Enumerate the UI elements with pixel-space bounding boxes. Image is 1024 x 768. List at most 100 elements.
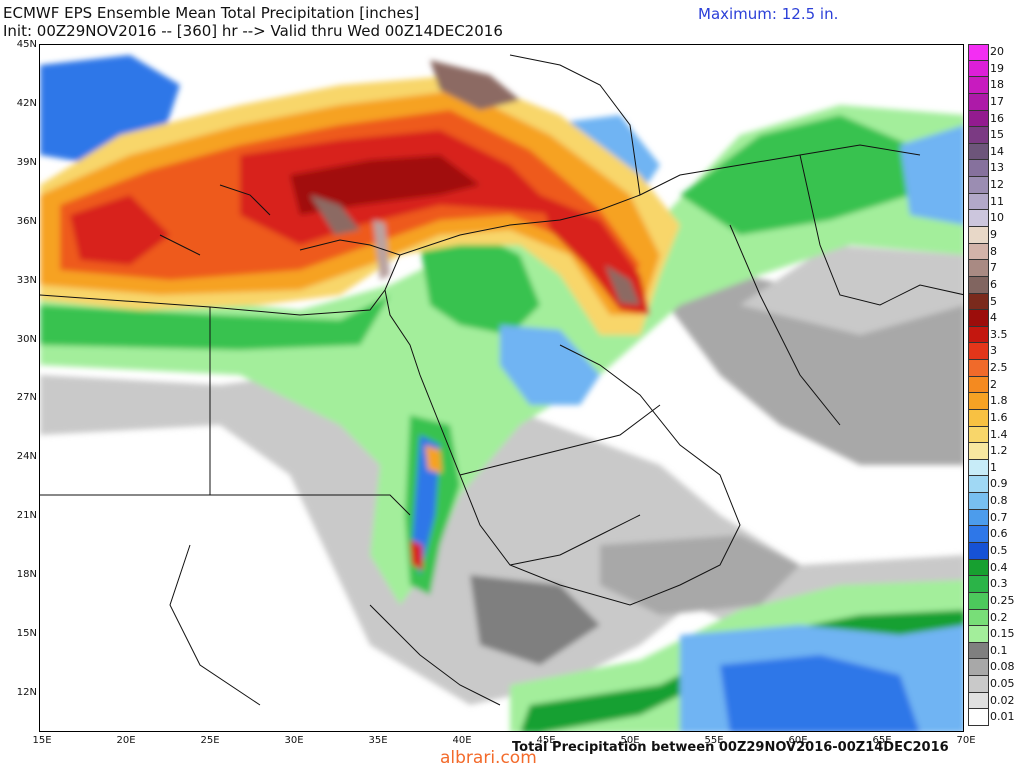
legend-swatch — [968, 93, 988, 111]
lat-label-36n: 36N — [16, 215, 37, 227]
legend-swatch — [968, 692, 988, 710]
legend-swatch — [968, 659, 988, 677]
legend-swatch — [968, 226, 988, 244]
lat-label-42n: 42N — [16, 97, 37, 109]
legend-entry: 0.5 — [968, 543, 1020, 560]
legend-label: 1.2 — [990, 444, 1008, 458]
legend-entry: 12 — [968, 177, 1020, 194]
footer-caption: Total Precipitation between 00Z29NOV2016… — [512, 740, 949, 755]
lat-label-45n: 45N — [16, 39, 37, 50]
lat-label-30n: 30N — [16, 333, 37, 345]
legend-swatch — [968, 177, 988, 194]
legend-swatch — [968, 210, 988, 227]
legend-entry: 15 — [968, 127, 1020, 144]
legend-swatch — [968, 77, 988, 94]
legend-entry: 0.3 — [968, 576, 1020, 593]
lat-label-33n: 33N — [16, 274, 37, 286]
legend-entry: 1.6 — [968, 409, 1020, 427]
legend-swatch — [968, 443, 988, 460]
legend-swatch — [968, 260, 988, 277]
lat-label-39n: 39N — [16, 156, 37, 168]
legend-label: 3.5 — [990, 327, 1008, 341]
legend-label: 2.5 — [990, 361, 1008, 375]
legend-entry: 0.01 — [968, 709, 1020, 726]
legend-swatch — [968, 127, 988, 144]
legend-label: 0.15 — [990, 627, 1015, 641]
lon-label-40e: 40E — [452, 735, 472, 746]
orange-spot-hejaz — [425, 445, 442, 473]
lat-label-18n: 18N — [16, 569, 37, 581]
lon-label-30e: 30E — [284, 735, 304, 746]
lon-label-35e: 35E — [368, 735, 388, 746]
legend-entry: 0.1 — [968, 642, 1020, 660]
grey-zone-asia — [740, 245, 963, 335]
legend-swatch — [968, 343, 988, 361]
legend-entry: 20 — [968, 44, 1020, 61]
legend-swatch — [968, 143, 988, 161]
legend-entry: 0.8 — [968, 493, 1020, 510]
legend-swatch — [968, 276, 988, 294]
brown-peak-south — [310, 195, 360, 235]
legend-label: 0.2 — [990, 610, 1008, 624]
legend-swatch — [968, 293, 988, 311]
legend-label: 2 — [990, 377, 997, 391]
precipitation-map — [39, 44, 964, 732]
legend-label: 0.5 — [990, 544, 1008, 558]
legend-entry: 0.2 — [968, 609, 1020, 627]
legend-swatch — [968, 193, 988, 211]
legend-entry: 1.4 — [968, 426, 1020, 444]
legend-swatch — [968, 376, 988, 394]
maximum-label: Maximum: 12.5 in. — [698, 5, 839, 23]
legend-entry: 7 — [968, 260, 1020, 277]
legend-swatch — [968, 360, 988, 377]
lon-label-65e: 65E — [872, 735, 892, 746]
grey-zone-yemen — [470, 575, 600, 665]
legend-swatch — [968, 243, 988, 261]
legend-label: 0.8 — [990, 494, 1008, 508]
legend-swatch — [968, 509, 988, 527]
legend-swatch — [968, 393, 988, 410]
blue-zone-gulf — [500, 325, 600, 405]
legend-label: 1.4 — [990, 427, 1008, 441]
lat-label-24n: 24N — [16, 451, 37, 463]
legend-label: 0.08 — [990, 660, 1015, 674]
legend-label: 9 — [990, 227, 997, 241]
lon-label-70e: 70E — [956, 735, 976, 746]
lon-label-15e: 15E — [32, 735, 52, 746]
legend-entry: 2 — [968, 376, 1020, 394]
legend-label: 16 — [990, 111, 1004, 125]
legend-label: 1.8 — [990, 394, 1008, 408]
legend-entry: 0.4 — [968, 559, 1020, 577]
lat-label-12n: 12N — [16, 686, 37, 698]
legend-label: 10 — [990, 211, 1004, 225]
lon-label-60e: 60E — [788, 735, 808, 746]
legend-entry: 19 — [968, 60, 1020, 78]
legend-swatch — [968, 676, 988, 693]
legend-entry: 6 — [968, 276, 1020, 294]
legend-swatch — [968, 526, 988, 543]
lon-label-50e: 50E — [620, 735, 640, 746]
legend-swatch — [968, 543, 988, 560]
legend-entry: 5 — [968, 293, 1020, 311]
legend-label: 7 — [990, 261, 997, 275]
legend-entry: 0.7 — [968, 509, 1020, 527]
dark-red-zone — [290, 155, 480, 215]
legend-label: 11 — [990, 194, 1004, 208]
legend-entry: 2.5 — [968, 360, 1020, 377]
legend-label: 6 — [990, 277, 997, 291]
lat-label-27n: 27N — [16, 392, 37, 404]
legend-label: 0.1 — [990, 643, 1008, 657]
legend-swatch — [968, 493, 988, 510]
legend-label: 17 — [990, 94, 1004, 108]
legend-entry: 8 — [968, 243, 1020, 261]
legend-swatch — [968, 426, 988, 444]
legend-label: 13 — [990, 161, 1004, 175]
blue-zone-caspian — [900, 125, 963, 225]
legend-label: 0.9 — [990, 477, 1008, 491]
watermark: albrari.com — [440, 748, 537, 768]
legend-label: 14 — [990, 144, 1004, 158]
brown-peak-north — [430, 60, 520, 110]
legend-entry: 0.05 — [968, 676, 1020, 693]
legend-entry: 4 — [968, 310, 1020, 327]
legend-label: 0.7 — [990, 510, 1008, 524]
